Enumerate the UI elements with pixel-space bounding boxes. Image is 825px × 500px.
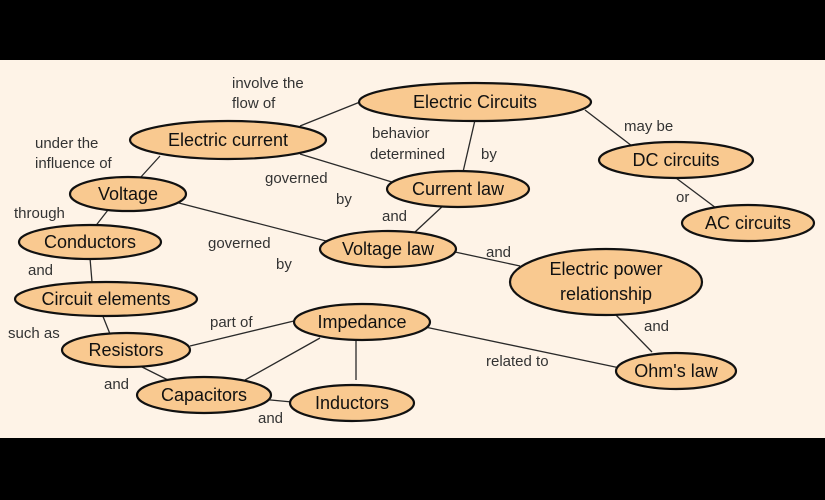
- edge-impedance-capacitors: [244, 337, 321, 381]
- node-electric-power-label-1: Electric power: [549, 259, 662, 279]
- node-electric-power-label-2: relationship: [560, 284, 652, 304]
- link-and-resistors-capacitors: and: [104, 376, 129, 393]
- node-circuit-elements: Circuit elements: [13, 280, 199, 318]
- node-ohms-law: Ohm's law: [614, 351, 738, 391]
- node-electric-current-label: Electric current: [168, 130, 288, 150]
- node-electric-current: Electric current: [128, 119, 328, 161]
- link-governed-current-2: by: [336, 191, 352, 208]
- node-ohms-law-label: Ohm's law: [634, 361, 718, 381]
- link-under-1: under the: [35, 135, 98, 152]
- edge-voltagelaw-power: [454, 251, 521, 267]
- nodes: Electric Circuits Electric current DC ci…: [13, 81, 816, 423]
- node-voltage: Voltage: [68, 175, 188, 213]
- node-ac-circuits: AC circuits: [680, 203, 816, 243]
- node-inductors-label: Inductors: [315, 393, 389, 413]
- edge-impedance-ohm: [424, 326, 621, 369]
- node-current-law-label: Current law: [412, 179, 505, 199]
- node-capacitors: Capacitors: [135, 375, 273, 415]
- node-voltage-law-label: Voltage law: [342, 239, 435, 259]
- link-under-2: influence of: [35, 155, 113, 172]
- node-inductors: Inductors: [288, 383, 416, 423]
- link-labels: involve the flow of under the influence …: [8, 75, 689, 427]
- link-governed-voltage-1: governed: [208, 235, 271, 252]
- node-circuit-elements-label: Circuit elements: [41, 289, 170, 309]
- concept-map-canvas: involve the flow of under the influence …: [8, 75, 816, 427]
- node-dc-circuits: DC circuits: [597, 140, 755, 180]
- node-electric-circuits-label: Electric Circuits: [413, 92, 537, 112]
- link-and-power-ohm: and: [644, 318, 669, 335]
- edges: [89, 101, 717, 403]
- link-by-current: by: [481, 146, 497, 163]
- edge-currentlaw-voltagelaw: [414, 203, 446, 233]
- node-resistors: Resistors: [60, 331, 192, 369]
- node-conductors: Conductors: [17, 223, 163, 261]
- node-impedance: Impedance: [292, 302, 432, 342]
- node-resistors-label: Resistors: [88, 340, 163, 360]
- link-and-capacitors-inductors: and: [258, 410, 283, 427]
- edge-voltage-voltagelaw: [174, 201, 331, 243]
- link-may-be: may be: [624, 118, 673, 135]
- edge-circuits-currentlaw: [462, 119, 476, 173]
- node-capacitors-label: Capacitors: [161, 385, 247, 405]
- node-current-law: Current law: [385, 169, 531, 209]
- link-and-conductors: and: [28, 262, 53, 279]
- node-electric-circuits: Electric Circuits: [357, 81, 593, 123]
- node-conductors-label: Conductors: [44, 232, 136, 252]
- link-such-as: such as: [8, 325, 60, 342]
- edge-power-ohm: [614, 313, 653, 353]
- link-involve-2: flow of: [232, 95, 276, 112]
- link-or: or: [676, 189, 689, 206]
- concept-map: involve the flow of under the influence …: [0, 60, 825, 438]
- node-ac-circuits-label: AC circuits: [705, 213, 791, 233]
- link-governed-current-1: governed: [265, 170, 328, 187]
- edge-resistors-impedance: [189, 319, 299, 347]
- edge-circuits-dc: [584, 109, 633, 147]
- link-behavior-1: behavior: [372, 125, 430, 142]
- node-voltage-law: Voltage law: [318, 229, 458, 269]
- link-behavior-2: determined: [370, 146, 445, 163]
- edge-conductors-elements: [89, 257, 93, 283]
- link-related-to: related to: [486, 353, 549, 370]
- link-involve-1: involve the: [232, 75, 304, 92]
- edge-current-voltage: [139, 155, 161, 179]
- edge-circuits-current: [299, 101, 361, 127]
- node-dc-circuits-label: DC circuits: [632, 150, 719, 170]
- link-through: through: [14, 205, 65, 222]
- node-electric-power-relationship: Electric power relationship: [508, 247, 704, 317]
- node-impedance-label: Impedance: [317, 312, 406, 332]
- link-governed-voltage-2: by: [276, 256, 292, 273]
- edge-dc-ac: [675, 177, 717, 209]
- edge-current-currentlaw: [299, 153, 406, 187]
- link-and-current-voltage: and: [382, 208, 407, 225]
- edge-elements-resistors: [101, 313, 111, 335]
- node-voltage-label: Voltage: [98, 184, 158, 204]
- edge-resistors-capacitors: [139, 365, 169, 381]
- link-and-voltage-power: and: [486, 244, 511, 261]
- link-part-of: part of: [210, 314, 253, 331]
